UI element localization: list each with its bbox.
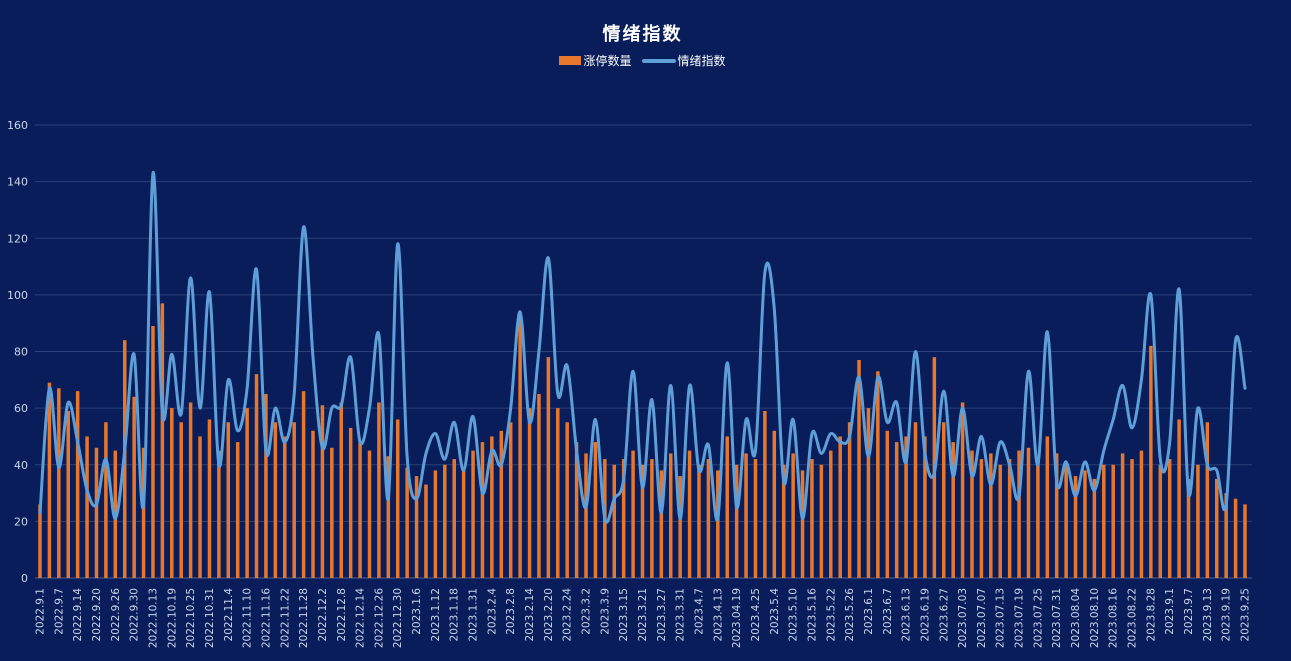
svg-text:2023.3.21: 2023.3.21 (637, 588, 649, 641)
svg-text:2023.6.13: 2023.6.13 (901, 588, 913, 641)
svg-text:2022.10.19: 2022.10.19 (166, 588, 178, 648)
svg-text:2023.6.1: 2023.6.1 (863, 588, 875, 635)
svg-text:2023.5.10: 2023.5.10 (788, 588, 800, 641)
svg-text:2022.9.7: 2022.9.7 (53, 588, 65, 635)
svg-text:80: 80 (14, 346, 28, 359)
svg-text:2023.2.8: 2023.2.8 (505, 588, 517, 635)
legend-item-limit-up-count: 涨停数量 (559, 52, 632, 69)
svg-text:2023.8.28: 2023.8.28 (1145, 588, 1157, 641)
svg-text:100: 100 (7, 289, 28, 302)
svg-text:2023.4.13: 2023.4.13 (712, 588, 724, 641)
svg-text:2023.5.22: 2023.5.22 (825, 588, 837, 641)
legend-item-emotion-index: 情绪指数 (641, 52, 726, 69)
svg-text:2023.07.03: 2023.07.03 (957, 588, 969, 648)
svg-text:2023.5.16: 2023.5.16 (806, 588, 818, 642)
svg-text:2023.07.07: 2023.07.07 (976, 588, 988, 648)
svg-text:2023.9.19: 2023.9.19 (1221, 588, 1233, 641)
svg-text:2023.3.27: 2023.3.27 (656, 588, 668, 641)
svg-text:2022.10.13: 2022.10.13 (147, 588, 159, 648)
svg-text:2023.2.24: 2023.2.24 (562, 588, 574, 642)
svg-text:2023.9.13: 2023.9.13 (1202, 588, 1214, 641)
svg-text:2023.08.22: 2023.08.22 (1127, 588, 1139, 648)
line-series-swatch-icon (641, 58, 676, 63)
svg-text:2023.5.26: 2023.5.26 (844, 588, 856, 642)
svg-text:2022.12.14: 2022.12.14 (355, 588, 367, 648)
svg-text:2023.9.25: 2023.9.25 (1240, 588, 1252, 641)
svg-text:2023.2.4: 2023.2.4 (486, 588, 498, 635)
legend-label-emotion-index: 情绪指数 (677, 54, 726, 68)
svg-text:2023.6.7: 2023.6.7 (882, 588, 894, 635)
svg-text:2022.11.4: 2022.11.4 (223, 588, 235, 642)
svg-text:2022.9.20: 2022.9.20 (91, 588, 103, 641)
svg-text:2022.12.26: 2022.12.26 (373, 588, 385, 648)
bar-series-swatch-icon (559, 56, 582, 65)
svg-text:2023.07.31: 2023.07.31 (1051, 588, 1063, 648)
svg-text:2023.3.15: 2023.3.15 (618, 588, 630, 641)
svg-text:2023.07.25: 2023.07.25 (1032, 588, 1044, 648)
svg-text:2023.08.04: 2023.08.04 (1070, 588, 1082, 648)
svg-text:2023.3.9: 2023.3.9 (599, 588, 611, 635)
svg-text:2023.6.19: 2023.6.19 (919, 588, 931, 641)
svg-text:40: 40 (14, 459, 28, 472)
chart-title: 情绪指数 (602, 24, 683, 45)
svg-text:2023.04.19: 2023.04.19 (731, 588, 743, 648)
svg-text:2023.9.1: 2023.9.1 (1164, 588, 1176, 635)
svg-text:2023.1.6: 2023.1.6 (411, 588, 423, 635)
svg-text:2022.12.30: 2022.12.30 (392, 588, 404, 648)
svg-text:2022.9.14: 2022.9.14 (72, 588, 84, 642)
svg-text:2023.1.31: 2023.1.31 (468, 588, 480, 641)
svg-text:2023.4.7: 2023.4.7 (693, 588, 705, 635)
svg-text:2023.07.13: 2023.07.13 (995, 588, 1007, 648)
svg-text:2023.08.10: 2023.08.10 (1089, 588, 1101, 648)
svg-text:140: 140 (7, 176, 28, 189)
svg-text:2022.12.2: 2022.12.2 (317, 588, 329, 641)
svg-text:120: 120 (7, 232, 28, 245)
svg-text:2023.07.19: 2023.07.19 (1014, 588, 1026, 648)
svg-text:2023.3.2: 2023.3.2 (581, 588, 593, 635)
svg-text:2022.10.25: 2022.10.25 (185, 588, 197, 648)
svg-text:60: 60 (14, 402, 28, 415)
svg-text:2023.2.14: 2023.2.14 (524, 588, 536, 642)
svg-text:2022.12.8: 2022.12.8 (336, 588, 348, 641)
svg-text:2023.6.27: 2023.6.27 (938, 588, 950, 641)
svg-text:160: 160 (7, 119, 28, 132)
legend-label-limit-up-count: 涨停数量 (583, 54, 632, 68)
svg-text:2023.08.16: 2023.08.16 (1108, 588, 1120, 648)
svg-text:2022.11.10: 2022.11.10 (242, 588, 254, 648)
svg-text:2022.11.22: 2022.11.22 (279, 588, 291, 648)
chart-legend: 涨停数量 情绪指数 (0, 52, 1285, 69)
svg-text:0: 0 (21, 572, 28, 585)
svg-text:2022.11.16: 2022.11.16 (260, 588, 272, 648)
svg-text:2023.2.20: 2023.2.20 (543, 588, 555, 641)
svg-text:2023.5.4: 2023.5.4 (769, 588, 781, 635)
svg-text:2023.4.25: 2023.4.25 (750, 588, 762, 641)
svg-text:2022.10.31: 2022.10.31 (204, 588, 216, 648)
svg-text:2022.9.1: 2022.9.1 (35, 588, 47, 635)
svg-text:2022.9.30: 2022.9.30 (129, 588, 141, 641)
svg-text:2023.3.31: 2023.3.31 (675, 588, 687, 641)
svg-text:20: 20 (14, 515, 28, 528)
svg-text:2022.11.28: 2022.11.28 (298, 588, 310, 648)
svg-text:2023.1.18: 2023.1.18 (449, 588, 461, 641)
svg-text:2022.9.26: 2022.9.26 (110, 588, 122, 642)
svg-text:2023.9.7: 2023.9.7 (1183, 588, 1195, 635)
svg-text:2023.1.12: 2023.1.12 (430, 588, 442, 641)
